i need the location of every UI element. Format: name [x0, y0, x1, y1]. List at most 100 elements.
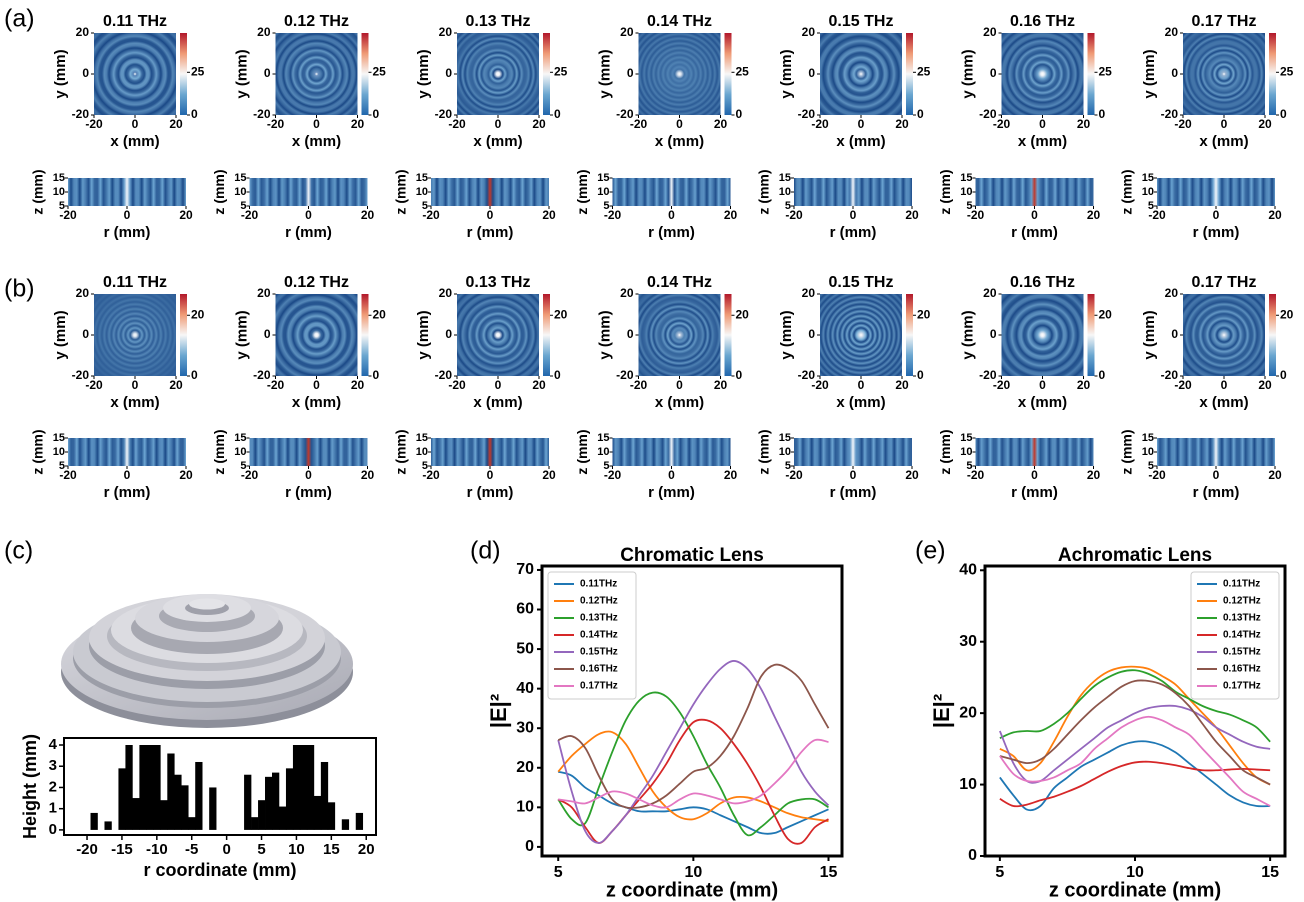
y-axis-label: y (mm) [233, 49, 250, 98]
y-tick-label: 5 [785, 460, 791, 472]
y-axis-label: z (mm) [393, 429, 409, 474]
bar [292, 745, 301, 830]
y-tick-label: 15 [1142, 432, 1154, 444]
panel-label: (a) [4, 5, 35, 33]
x-tick-label: 20 [532, 378, 546, 392]
colorbar [543, 294, 550, 376]
bar [174, 774, 182, 830]
field-profile-image [794, 178, 912, 206]
series-line [558, 738, 829, 809]
y-tick-label: 5 [240, 460, 246, 472]
x-axis-label: r (mm) [648, 224, 695, 241]
y-axis-label: y (mm) [959, 310, 976, 359]
map-title: 0.12 THz [284, 13, 349, 30]
x-axis-label: x (mm) [110, 394, 159, 411]
x-tick-label: -20 [993, 378, 1011, 392]
x-tick-label: 20 [169, 378, 183, 392]
y-tick-label: 70 [516, 561, 534, 578]
series-line [999, 715, 1271, 807]
y-tick-label: 2 [49, 778, 57, 795]
y-tick-label: 10 [53, 186, 65, 198]
x-axis-label: r (mm) [648, 484, 695, 501]
field-profile-image [612, 178, 731, 206]
x-tick-label: 5 [554, 864, 563, 881]
y-tick-label: 5 [1148, 200, 1154, 212]
x-tick-label: 20 [169, 117, 183, 131]
field-profile-image [249, 438, 368, 466]
y-tick-label: 5 [422, 460, 428, 472]
x-tick-label: -15 [111, 841, 133, 858]
field-map-image [94, 33, 176, 115]
x-tick-label: 10 [1126, 864, 1144, 881]
colorbar-tick-label: 20 [191, 307, 205, 321]
y-tick-label: 10 [416, 186, 428, 198]
y-tick-label: 20 [257, 286, 271, 300]
y-tick-label: 10 [416, 446, 428, 458]
y-axis-label: Height (mm) [20, 734, 40, 839]
x-tick-label: 20 [1077, 117, 1091, 131]
y-axis-label: |E|² [929, 694, 954, 728]
y-tick-label: 10 [1142, 186, 1154, 198]
y-tick-label: 10 [779, 446, 791, 458]
bar [278, 806, 287, 830]
x-axis-label: r (mm) [830, 484, 877, 501]
colorbar-tick-label: 20 [917, 307, 931, 321]
bar [320, 761, 329, 830]
legend-label: 0.11THz [1223, 579, 1260, 590]
x-tick-label: 20 [895, 378, 909, 392]
x-tick-label: 0 [313, 117, 320, 131]
x-tick-label: 20 [714, 378, 728, 392]
x-tick-label: -20 [85, 378, 103, 392]
colorbar [180, 294, 187, 376]
legend-label: 0.15THz [1223, 647, 1261, 658]
y-axis-label: z (mm) [211, 169, 227, 214]
y-tick-label: 15 [416, 432, 428, 444]
field-profile-image [794, 438, 912, 466]
panel-label: (e) [915, 537, 946, 565]
field-map-image [1183, 294, 1265, 376]
x-axis-label: r coordinate (mm) [143, 860, 296, 880]
x-tick-label: -20 [785, 468, 803, 482]
y-tick-label: 20 [257, 25, 271, 39]
y-tick-label: 10 [779, 186, 791, 198]
colorbar-tick-label: 0 [554, 107, 561, 121]
y-tick-label: 5 [422, 200, 428, 212]
colorbar-tick-label: 20 [736, 307, 750, 321]
colorbar [1269, 294, 1276, 376]
x-tick-label: -20 [59, 208, 77, 222]
map-title: 0.14 THz [647, 274, 712, 291]
x-axis-label: x (mm) [1199, 394, 1248, 411]
x-tick-label: -20 [630, 117, 648, 131]
field-profile-image [612, 438, 731, 466]
bar [146, 745, 154, 830]
bar [188, 817, 196, 830]
x-tick-label: 0 [124, 468, 131, 482]
x-tick-label: 15 [323, 841, 340, 858]
y-axis-label: z (mm) [211, 429, 227, 474]
y-axis-label: z (mm) [574, 429, 590, 474]
colorbar-tick-label: 0 [191, 368, 198, 382]
y-tick-label: 20 [1165, 286, 1179, 300]
bar [90, 812, 98, 830]
y-tick-label: 0 [264, 327, 271, 341]
x-tick-label: -20 [59, 468, 77, 482]
bar [195, 761, 203, 830]
y-tick-label: 20 [76, 286, 90, 300]
y-tick-label: -20 [979, 107, 997, 121]
x-tick-label: 0 [495, 117, 502, 131]
x-tick-label: 0 [676, 378, 683, 392]
x-axis-label: z coordinate (mm) [1049, 879, 1221, 901]
x-tick-label: 20 [714, 117, 728, 131]
y-tick-label: 5 [966, 200, 972, 212]
field-map-image [1001, 33, 1084, 115]
y-tick-label: 5 [59, 460, 65, 472]
y-tick-label: 5 [603, 200, 609, 212]
bar [209, 787, 217, 830]
x-tick-label: -20 [630, 378, 648, 392]
x-tick-label: 20 [351, 117, 365, 131]
y-tick-label: 20 [439, 286, 453, 300]
y-axis-label: y (mm) [596, 310, 613, 359]
x-tick-label: 5 [257, 841, 265, 858]
y-tick-label: 15 [234, 432, 246, 444]
x-tick-label: 20 [895, 117, 909, 131]
